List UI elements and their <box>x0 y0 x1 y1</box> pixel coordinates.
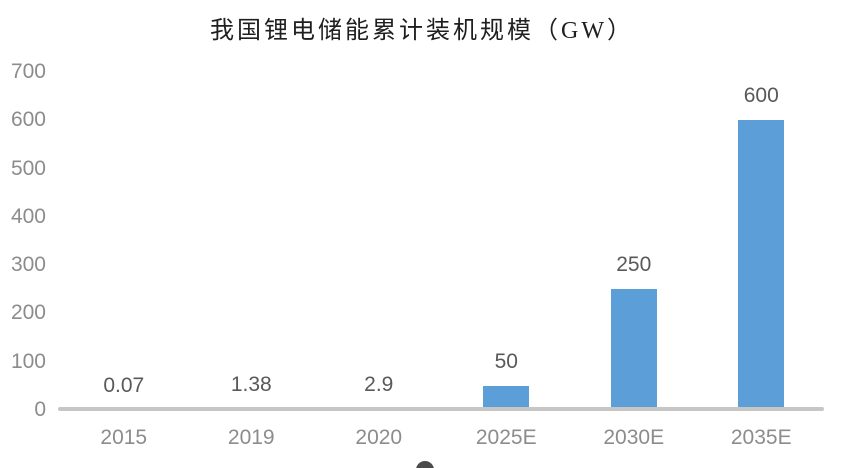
data-label: 1.38 <box>230 373 272 397</box>
data-label: 250 <box>616 253 652 277</box>
bar <box>738 120 785 410</box>
y-axis-tick-label: 100 <box>10 349 46 373</box>
y-axis-tick-label: 700 <box>10 60 46 83</box>
x-axis-category-label: 2015 <box>100 426 148 449</box>
x-axis-category-label: 2030E <box>603 426 665 449</box>
x-axis-line <box>58 407 824 411</box>
x-axis-category-label: 2019 <box>227 426 275 449</box>
y-axis-tick-label: 0 <box>34 398 46 421</box>
y-axis-tick-label: 400 <box>10 204 46 228</box>
chart-title: 我国锂电储能累计装机规模（GW） <box>210 18 634 44</box>
bar <box>483 385 530 410</box>
y-axis-tick-label: 300 <box>10 253 46 277</box>
x-axis-category-label: 2035E <box>730 426 792 449</box>
data-label: 50 <box>494 349 518 373</box>
data-label: 2.9 <box>364 372 394 396</box>
data-label: 0.07 <box>103 373 145 397</box>
cropped-circle-decoration <box>416 461 434 468</box>
x-axis-category-label: 2020 <box>355 426 403 449</box>
x-axis-category-label: 2025E <box>475 426 537 449</box>
y-axis-tick-label: 200 <box>10 301 46 325</box>
y-axis-tick-label: 500 <box>10 156 46 180</box>
bar <box>610 289 657 410</box>
y-axis-tick-label: 600 <box>10 108 46 132</box>
data-label: 600 <box>743 84 779 108</box>
